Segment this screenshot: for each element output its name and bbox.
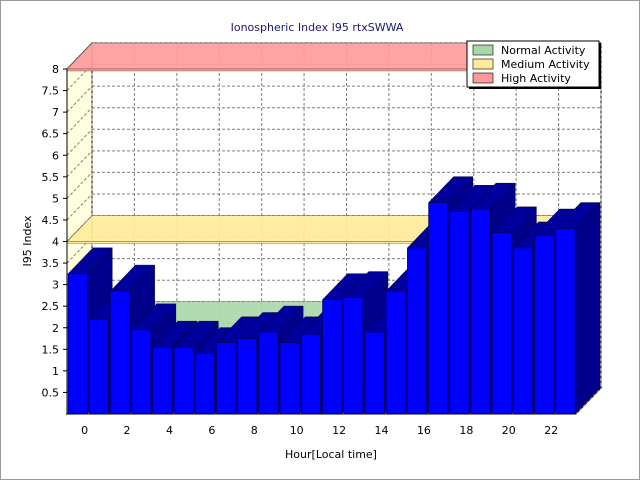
side-gridline xyxy=(66,128,93,156)
y-tick-label: 2.5 xyxy=(42,300,60,313)
bar-side xyxy=(574,201,601,415)
x-tick-label: 22 xyxy=(544,424,558,437)
bar xyxy=(279,342,300,415)
y-tick-label: 6 xyxy=(52,149,59,162)
x-tick-label: 8 xyxy=(251,424,258,437)
x-tick-label: 20 xyxy=(502,424,516,437)
side-gridline xyxy=(66,107,93,135)
x-tick-label: 0 xyxy=(81,424,88,437)
y-tick-label: 8 xyxy=(52,63,59,76)
bar xyxy=(428,202,448,415)
y-tick-label: 1.5 xyxy=(42,343,60,356)
x-tick-label: 14 xyxy=(375,424,389,437)
y-tick-label: 7.5 xyxy=(42,85,60,98)
x-tick-label: 4 xyxy=(166,424,173,437)
bar xyxy=(364,331,385,415)
bar xyxy=(343,297,364,415)
x-tick-label: 12 xyxy=(332,424,346,437)
side-gridline xyxy=(66,85,93,113)
bar xyxy=(152,346,173,415)
legend-label: Medium Activity xyxy=(501,58,590,71)
bar xyxy=(301,333,321,415)
y-axis-label: I95 Index xyxy=(21,215,34,267)
bar xyxy=(237,338,258,415)
bar xyxy=(470,208,491,415)
bar xyxy=(88,318,109,415)
legend-label: High Activity xyxy=(501,72,571,85)
bar-hour-23 xyxy=(555,201,601,415)
bar xyxy=(173,346,194,415)
chart-title: Ionospheric Index I95 rtxSWWA xyxy=(231,21,404,34)
bar xyxy=(110,290,130,415)
legend-swatch xyxy=(472,44,494,56)
x-tick-label: 18 xyxy=(459,424,473,437)
bar xyxy=(491,232,512,415)
legend-label: Normal Activity xyxy=(501,44,586,57)
y-tick-label: 0.5 xyxy=(42,386,60,399)
bar xyxy=(195,353,215,415)
side-gridline xyxy=(66,193,93,221)
chart-axes: 0.5 1 1.5 2 2.5 3 3.5 4 4.5 5 5.5 6 6.5 7 7.5 8 0 2 4 6 8 10 1… xyxy=(42,63,576,437)
bar xyxy=(258,331,279,415)
y-tick-label: 4 xyxy=(52,236,59,249)
y-tick-label: 3 xyxy=(52,279,59,292)
y-tick-label: 2 xyxy=(52,322,59,335)
x-tick-label: 16 xyxy=(417,424,431,437)
x-axis-label: Hour[Local time] xyxy=(285,448,377,461)
bar xyxy=(385,290,406,415)
y-tick-label: 3.5 xyxy=(42,257,60,270)
floor-gridline xyxy=(575,387,602,415)
bar xyxy=(534,234,555,415)
x-tick-label: 6 xyxy=(208,424,215,437)
bar xyxy=(67,273,88,415)
bar xyxy=(407,247,427,415)
bar xyxy=(555,228,576,415)
y-tick-label: 7 xyxy=(52,106,59,119)
bar-series xyxy=(67,176,601,415)
side-gridline xyxy=(66,150,93,178)
legend-swatch xyxy=(472,58,494,70)
bar xyxy=(131,329,152,415)
side-gridline xyxy=(66,172,93,199)
y-tick-label: 1 xyxy=(52,365,59,378)
y-tick-label: 4.5 xyxy=(42,214,60,227)
y-tick-label: 5.5 xyxy=(42,171,60,184)
x-tick-label: 10 xyxy=(290,424,304,437)
bar xyxy=(449,211,470,415)
bar xyxy=(216,342,236,415)
y-tick-label: 5 xyxy=(52,192,59,205)
bar xyxy=(322,299,342,415)
x-tick-label: 2 xyxy=(124,424,131,437)
bar xyxy=(513,247,533,415)
y-tick-label: 6.5 xyxy=(42,128,60,141)
legend-swatch xyxy=(472,72,494,84)
